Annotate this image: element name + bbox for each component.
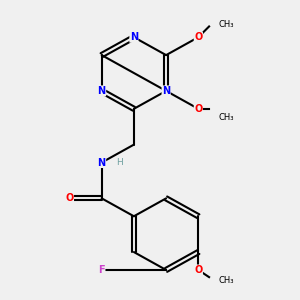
Text: O: O <box>194 32 202 42</box>
Text: CH₃: CH₃ <box>218 276 233 285</box>
Text: N: N <box>162 86 170 96</box>
Text: N: N <box>98 158 106 167</box>
Text: O: O <box>65 193 74 203</box>
Text: N: N <box>130 32 138 42</box>
Text: F: F <box>98 265 105 275</box>
Text: O: O <box>194 104 202 114</box>
Text: N: N <box>98 86 106 96</box>
Text: H: H <box>116 158 123 167</box>
Text: CH₃: CH₃ <box>218 20 233 29</box>
Text: O: O <box>194 265 202 275</box>
Text: CH₃: CH₃ <box>218 113 233 122</box>
